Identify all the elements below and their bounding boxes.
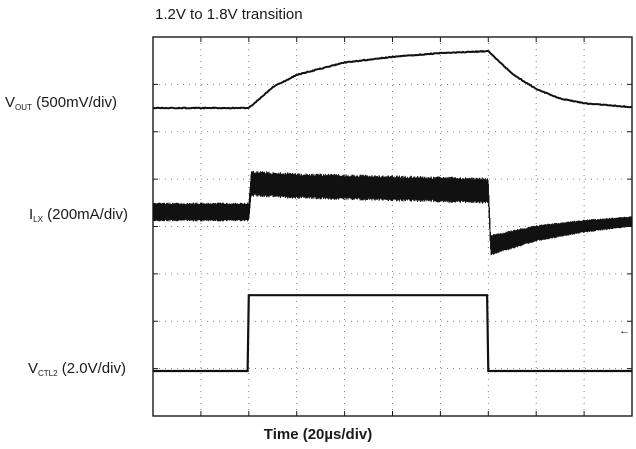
- trace-ilx: [153, 171, 632, 255]
- x-axis-label: Time (20µs/div): [0, 426, 636, 443]
- trace-vctl2: [153, 295, 632, 371]
- trigger-level-marker: ←: [619, 326, 630, 337]
